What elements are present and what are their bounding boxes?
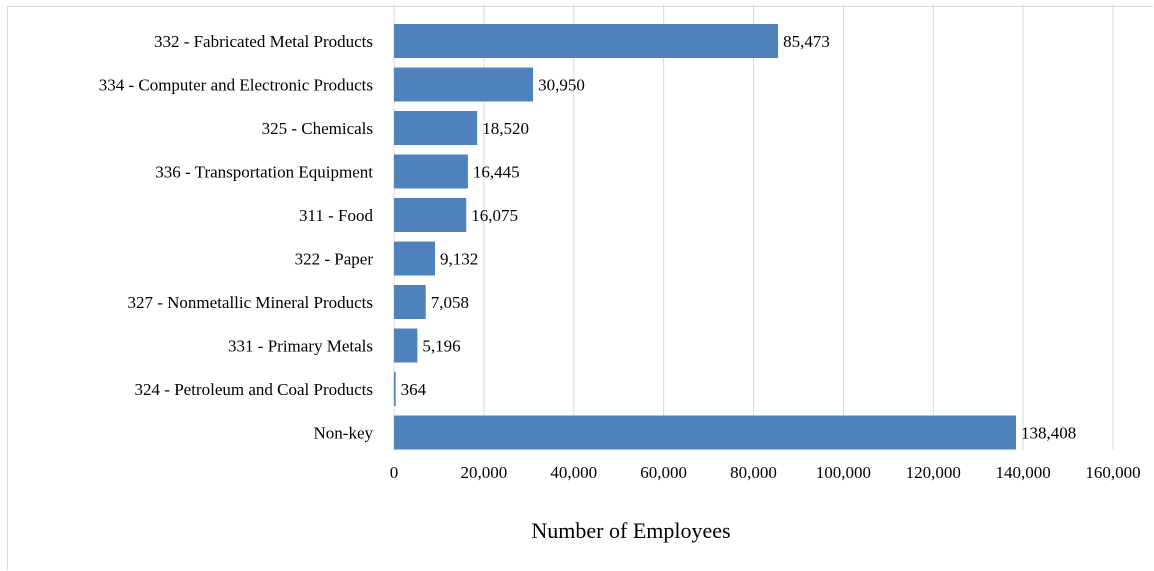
category-label: Non-key bbox=[314, 424, 374, 443]
x-tick-label: 40,000 bbox=[550, 463, 597, 482]
x-axis-title: Number of Employees bbox=[531, 518, 730, 543]
category-label: 324 - Petroleum and Coal Products bbox=[135, 380, 373, 399]
category-label: 322 - Paper bbox=[295, 250, 374, 269]
data-label: 364 bbox=[401, 380, 427, 399]
category-labels: 332 - Fabricated Metal Products 334 - Com… bbox=[99, 32, 374, 443]
x-tick-label: 160,000 bbox=[1085, 463, 1140, 482]
bars bbox=[394, 24, 1016, 450]
category-label: 311 - Food bbox=[299, 206, 373, 225]
bar bbox=[394, 328, 418, 363]
x-tick-label: 100,000 bbox=[816, 463, 871, 482]
category-label: 327 - Nonmetallic Mineral Products bbox=[127, 293, 373, 312]
x-tick-label: 140,000 bbox=[996, 463, 1051, 482]
data-label: 9,132 bbox=[440, 250, 478, 269]
x-tick-label: 0 bbox=[390, 463, 399, 482]
category-label: 334 - Computer and Electronic Products bbox=[99, 76, 373, 95]
bar bbox=[394, 241, 436, 276]
category-label: 336 - Transportation Equipment bbox=[155, 163, 373, 182]
x-tick-label: 80,000 bbox=[730, 463, 777, 482]
data-labels: 85,473 30,950 18,520 16,445 16,075 9,132 7,058… bbox=[401, 32, 1077, 443]
data-label: 138,408 bbox=[1021, 424, 1076, 443]
data-label: 7,058 bbox=[431, 293, 469, 312]
bar bbox=[394, 67, 534, 102]
x-tick-labels: 0 20,000 40,000 60,000 80,000 100,000 120,000 1… bbox=[390, 463, 1141, 482]
data-label: 5,196 bbox=[422, 337, 460, 356]
bar bbox=[394, 111, 478, 145]
data-label: 30,950 bbox=[538, 76, 585, 95]
bar bbox=[394, 24, 779, 58]
bar bbox=[394, 285, 426, 319]
bar bbox=[394, 415, 1016, 450]
bar bbox=[394, 154, 468, 189]
x-tick-label: 20,000 bbox=[461, 463, 508, 482]
data-label: 16,445 bbox=[473, 163, 520, 182]
category-label: 331 - Primary Metals bbox=[228, 337, 373, 356]
category-label: 332 - Fabricated Metal Products bbox=[154, 32, 373, 51]
bar bbox=[394, 198, 467, 232]
bar bbox=[394, 372, 396, 406]
x-tick-label: 120,000 bbox=[906, 463, 961, 482]
category-label: 325 - Chemicals bbox=[262, 119, 373, 138]
chart-frame bbox=[7, 6, 1153, 570]
data-label: 85,473 bbox=[783, 32, 830, 51]
x-tick-label: 60,000 bbox=[640, 463, 687, 482]
data-label: 18,520 bbox=[482, 119, 529, 138]
data-label: 16,075 bbox=[471, 206, 518, 225]
